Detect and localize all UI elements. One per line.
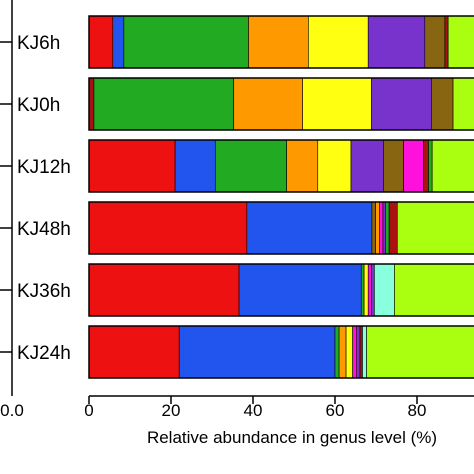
bar-segment: [174, 139, 216, 193]
bar-segment: [214, 139, 287, 193]
bar-segment: [123, 15, 249, 69]
bar-segment: [374, 263, 395, 317]
bar-KJ0h: [88, 77, 474, 131]
bar-segment: [302, 77, 372, 131]
category-label: KJ6h: [17, 33, 60, 54]
bar-segment: [383, 139, 404, 193]
bar-segment: [350, 139, 384, 193]
bar-segment: [367, 15, 426, 69]
bar-outline: [88, 263, 474, 317]
category-label: KJ0h: [17, 95, 60, 116]
bar-segment: [371, 201, 376, 255]
bar-segment: [248, 15, 309, 69]
bar-segment: [88, 15, 114, 69]
bar-KJ48h: [88, 201, 474, 255]
bar-segment: [452, 77, 474, 131]
bar-segment: [428, 139, 433, 193]
bar-segment: [397, 201, 474, 255]
bar-segment: [345, 325, 353, 379]
x-tick-label: 60: [326, 401, 345, 420]
bar-segment: [233, 77, 303, 131]
bar-segment: [360, 263, 365, 317]
bar-segment: [382, 201, 386, 255]
bar-segment: [88, 263, 240, 317]
bar-outline: [88, 77, 474, 131]
category-label: KJ24h: [17, 343, 71, 364]
bar-segment: [431, 77, 454, 131]
bar-segment: [246, 201, 373, 255]
category-labels: KJ6h KJ0h KJ12h KJ48h KJ36h KJ24h: [0, 33, 71, 364]
bar-segment: [88, 325, 180, 379]
bar-segment: [385, 201, 390, 255]
bar-segment: [308, 15, 369, 69]
bar-segment: [112, 15, 125, 69]
bars-group: [88, 15, 474, 379]
left-axis: 0.0: [0, 0, 24, 420]
bar-segment: [362, 325, 367, 379]
bar-segment: [424, 15, 446, 69]
bar-segment: [403, 139, 424, 193]
bar-outline: [88, 139, 474, 193]
bar-segment: [359, 325, 363, 379]
bar-segment: [317, 139, 352, 193]
bar-segment: [352, 325, 358, 379]
category-label: KJ12h: [17, 157, 71, 178]
bar-segment: [366, 325, 474, 379]
bar-segment: [178, 325, 336, 379]
bar-segment: [447, 15, 474, 69]
bar-outline: [88, 201, 474, 255]
bar-segment: [363, 263, 369, 317]
bar-KJ6h: [88, 15, 474, 69]
bar-segment: [371, 263, 375, 317]
bar-segment: [88, 201, 248, 255]
category-label: KJ48h: [17, 219, 71, 240]
bar-segment: [431, 139, 474, 193]
bar-segment: [371, 77, 432, 131]
bar-outline: [88, 325, 474, 379]
x-tick-label: 40: [244, 401, 263, 420]
bar-segment: [286, 139, 319, 193]
bar-KJ36h: [88, 263, 474, 317]
bar-segment: [238, 263, 362, 317]
bar-segment: [93, 77, 235, 131]
bar-segment: [375, 201, 380, 255]
x-tick-label: 0: [84, 401, 93, 420]
bar-KJ24h: [88, 325, 474, 379]
bar-KJ12h: [88, 139, 474, 193]
x-axis: 0 20 40 60 80: [84, 395, 474, 420]
left-axis-tick-label: 0.0: [0, 401, 24, 420]
x-axis-label: Relative abundance in genus level (%): [147, 428, 437, 447]
bar-segment: [388, 201, 398, 255]
x-tick-label: 20: [162, 401, 181, 420]
bar-segment: [338, 325, 347, 379]
bar-segment: [356, 325, 361, 379]
bar-segment: [88, 139, 176, 193]
bar-segment: [444, 15, 449, 69]
category-label: KJ36h: [17, 281, 71, 302]
x-tick-label: 80: [408, 401, 427, 420]
bar-segment: [379, 201, 384, 255]
bar-outline: [88, 15, 474, 69]
bar-segment: [334, 325, 340, 379]
bar-segment: [367, 263, 372, 317]
bar-segment: [423, 139, 429, 193]
bar-segment: [394, 263, 474, 317]
